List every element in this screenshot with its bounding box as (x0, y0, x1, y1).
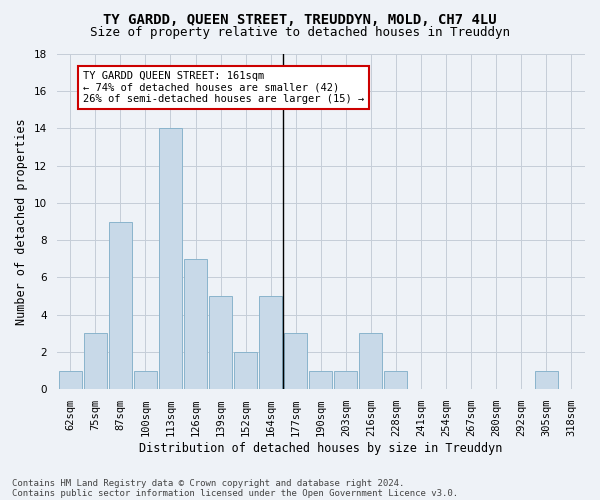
Text: Contains HM Land Registry data © Crown copyright and database right 2024.: Contains HM Land Registry data © Crown c… (12, 478, 404, 488)
Bar (59, 370, 82, 389)
Bar (209, 296, 232, 389)
Bar (259, 296, 282, 389)
Bar (184, 259, 207, 389)
Bar (234, 352, 257, 389)
Text: Size of property relative to detached houses in Treuddyn: Size of property relative to detached ho… (90, 26, 510, 39)
Text: TY GARDD, QUEEN STREET, TREUDDYN, MOLD, CH7 4LU: TY GARDD, QUEEN STREET, TREUDDYN, MOLD, … (103, 12, 497, 26)
Bar (284, 334, 307, 389)
X-axis label: Distribution of detached houses by size in Treuddyn: Distribution of detached houses by size … (139, 442, 502, 455)
Text: TY GARDD QUEEN STREET: 161sqm
← 74% of detached houses are smaller (42)
26% of s: TY GARDD QUEEN STREET: 161sqm ← 74% of d… (83, 71, 364, 104)
Bar (334, 370, 358, 389)
Bar (385, 370, 407, 389)
Bar (309, 370, 332, 389)
Bar (159, 128, 182, 389)
Bar (109, 222, 132, 389)
Bar (134, 370, 157, 389)
Y-axis label: Number of detached properties: Number of detached properties (15, 118, 28, 325)
Bar (84, 334, 107, 389)
Bar (359, 334, 382, 389)
Text: Contains public sector information licensed under the Open Government Licence v3: Contains public sector information licen… (12, 488, 458, 498)
Bar (535, 370, 557, 389)
